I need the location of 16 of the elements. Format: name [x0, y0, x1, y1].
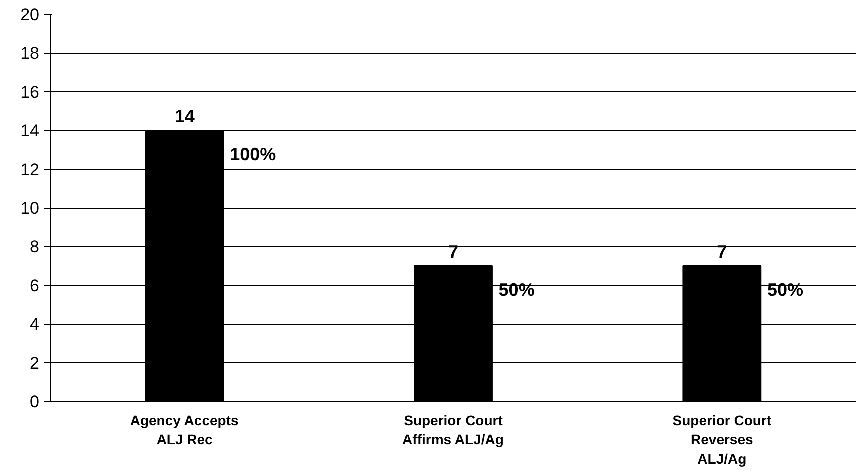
y-tick-label: 0	[30, 392, 40, 412]
x-tick-label: Agency Accepts ALJ Rec	[130, 412, 239, 448]
y-tick-label: 14	[20, 122, 40, 141]
data-label: 14	[174, 106, 195, 127]
y-tick-label: 10	[20, 199, 40, 218]
y-tick-label: 8	[30, 238, 40, 257]
x-tick-label: Superior Court Affirms ALJ/Ag	[402, 412, 504, 448]
annotation: 100%	[230, 144, 276, 165]
y-tick-label: 18	[20, 44, 40, 64]
y-tick-label: 16	[20, 82, 40, 102]
y-tick-label: 2	[30, 354, 40, 373]
x-tick-label: Superior Court Reverses ALJ/Ag	[672, 412, 772, 467]
y-tick-label: 20	[20, 6, 40, 24]
y-tick-label: 4	[30, 315, 40, 334]
y-tick-label: 6	[30, 276, 40, 296]
y-tick-label: 12	[20, 160, 40, 180]
